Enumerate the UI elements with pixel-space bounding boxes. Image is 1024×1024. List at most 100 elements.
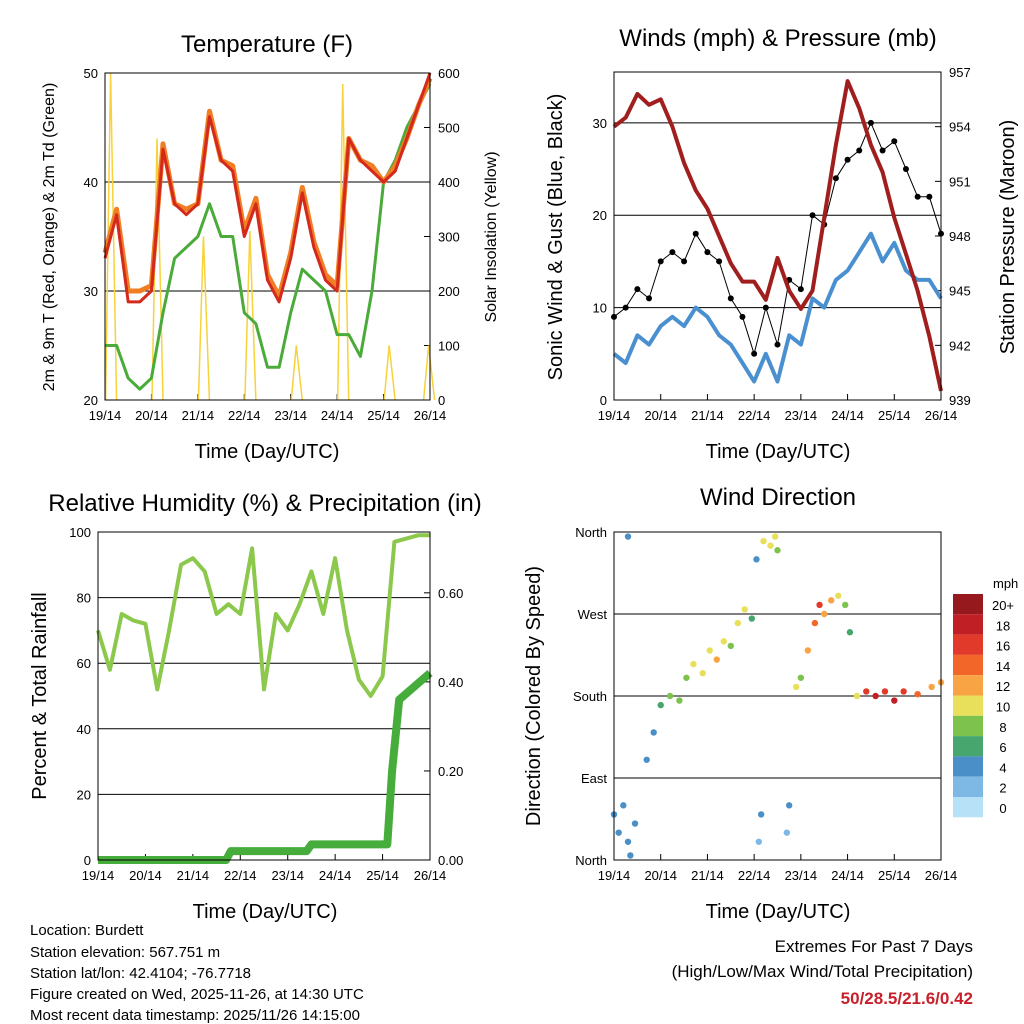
y-tick-label: 40: [77, 722, 91, 737]
wind-direction-point: [706, 647, 713, 654]
footer-elevation: Station elevation: 567.751 m: [30, 944, 220, 961]
gust-line: [613, 122, 942, 355]
x-tick-label: 22/14: [738, 408, 771, 423]
wind-direction-point: [676, 697, 683, 704]
legend-label: 4: [999, 760, 1006, 775]
wind-direction-point: [627, 852, 634, 859]
wind-direction-point: [760, 537, 767, 545]
wind-direction-point: [783, 829, 791, 836]
y-right-tick-label: 600: [438, 66, 460, 81]
x-tick-label: 19/14: [82, 868, 115, 883]
x-tick-label: 26/14: [414, 868, 447, 883]
wind-direction-point: [624, 838, 632, 845]
legend-swatch: [953, 594, 983, 615]
y-right-tick-label: 0.40: [438, 675, 463, 690]
winds-title: Winds (mph) & Pressure (mb): [619, 25, 936, 52]
x-tick-label: 19/14: [598, 868, 631, 883]
wind-direction-title: Wind Direction: [700, 484, 856, 511]
y-tick-label: 10: [593, 301, 607, 316]
x-tick-label: 23/14: [271, 868, 304, 883]
footer-latlon: Station lat/lon: 42.4104; -76.7718: [30, 965, 251, 982]
x-tick-label: 25/14: [878, 408, 911, 423]
legend-swatch: [953, 756, 983, 777]
y-right-tick-label: 0: [438, 393, 445, 408]
winds-ylabel: Sonic Wind & Gust (Blue, Black): [545, 94, 567, 381]
legend-swatch: [953, 736, 983, 757]
humidity-plot: 0 20 40 60 80 100 0.00 0.20 0.40 0.60 19/14 20/14 21…: [69, 525, 463, 883]
y-tick-label: 50: [84, 66, 98, 81]
wind-direction-point: [720, 638, 727, 645]
wind-direction-point: [792, 683, 800, 691]
wind-direction-point: [753, 556, 760, 563]
solar-insolation-pulse: [197, 236, 211, 401]
temperature-xlabel: Time (Day/UTC): [195, 441, 340, 463]
wind-direction-point: [624, 533, 632, 540]
temperature-title: Temperature (F): [181, 31, 353, 58]
wind-direction-point: [734, 619, 741, 627]
wind-direction-point: [666, 692, 674, 700]
wind-direction-point: [842, 601, 849, 609]
wind-direction-point: [872, 692, 879, 700]
legend-swatch: [953, 675, 983, 696]
y-right-tick-label: 939: [949, 393, 971, 408]
plot-border: [613, 531, 942, 861]
winds-xlabel: Time (Day/UTC): [706, 441, 851, 463]
wind-direction-point: [713, 656, 720, 663]
wind-direction-point: [891, 697, 898, 704]
y-tick-label: 0: [84, 853, 91, 868]
solar-insolation-pulse: [151, 138, 164, 401]
y-tick-label: 0: [600, 393, 607, 408]
dewpoint-line: [105, 83, 432, 391]
legend-label: 10: [996, 700, 1010, 715]
wind-direction-point: [828, 597, 835, 604]
winds-plot: 0 10 20 30 939 942 945 948 951 954 957 19/14 20/14 21…: [593, 65, 971, 423]
wind-direction-point: [755, 838, 763, 845]
footer-location: Location: Burdett: [30, 922, 144, 939]
legend-swatch: [953, 654, 983, 676]
wind-direction-point: [650, 729, 657, 736]
wind-direction-point: [846, 629, 854, 636]
x-tick-label: 19/14: [598, 408, 631, 423]
plot-border: [104, 72, 431, 401]
wind-direction-point: [748, 615, 756, 622]
y-tick-label: 30: [593, 116, 607, 131]
x-tick-label: 26/14: [414, 408, 447, 423]
legend-swatch: [953, 695, 983, 716]
x-tick-label: 20/14: [644, 868, 677, 883]
y-right-tick-label: 951: [949, 174, 971, 189]
x-tick-label: 20/14: [644, 408, 677, 423]
y-right-tick-label: 957: [949, 65, 971, 80]
wind-direction-point: [881, 688, 889, 695]
x-tick-label: 25/14: [878, 868, 911, 883]
x-tick-label: 24/14: [831, 868, 864, 883]
x-tick-label: 21/14: [177, 868, 210, 883]
legend-swatch: [953, 797, 983, 818]
wind-direction-point: [683, 674, 690, 681]
x-tick-label: 22/14: [224, 868, 257, 883]
extremes-values: 50/28.5/21.6/0.42: [841, 989, 973, 1008]
footer-latest: Most recent data timestamp: 2025/11/26 1…: [30, 1007, 360, 1024]
legend-label: 16: [996, 639, 1010, 654]
y-right-tick-label: 954: [949, 120, 971, 135]
wind-direction-point: [804, 647, 812, 654]
y-right-tick-label: 948: [949, 229, 971, 244]
plot-border: [97, 531, 431, 861]
y-right-tick-label: 0.60: [438, 586, 463, 601]
y-right-tick-label: 0.00: [438, 853, 463, 868]
legend-label: 2: [999, 781, 1006, 796]
y-tick-label: 20: [77, 787, 91, 802]
wind-direction-point: [928, 683, 935, 691]
legend-swatch: [953, 776, 983, 797]
solar-insolation-pulse: [383, 345, 396, 401]
solar-insolation-pulse: [336, 83, 350, 401]
y-tick-label: 80: [77, 591, 91, 606]
legend-label: 0: [999, 801, 1006, 816]
y-tick-label: North: [575, 853, 607, 868]
x-tick-label: 21/14: [691, 408, 724, 423]
y-right-tick-label: 100: [438, 339, 460, 354]
x-tick-label: 19/14: [89, 408, 122, 423]
wind-direction-xlabel: Time (Day/UTC): [706, 901, 851, 923]
